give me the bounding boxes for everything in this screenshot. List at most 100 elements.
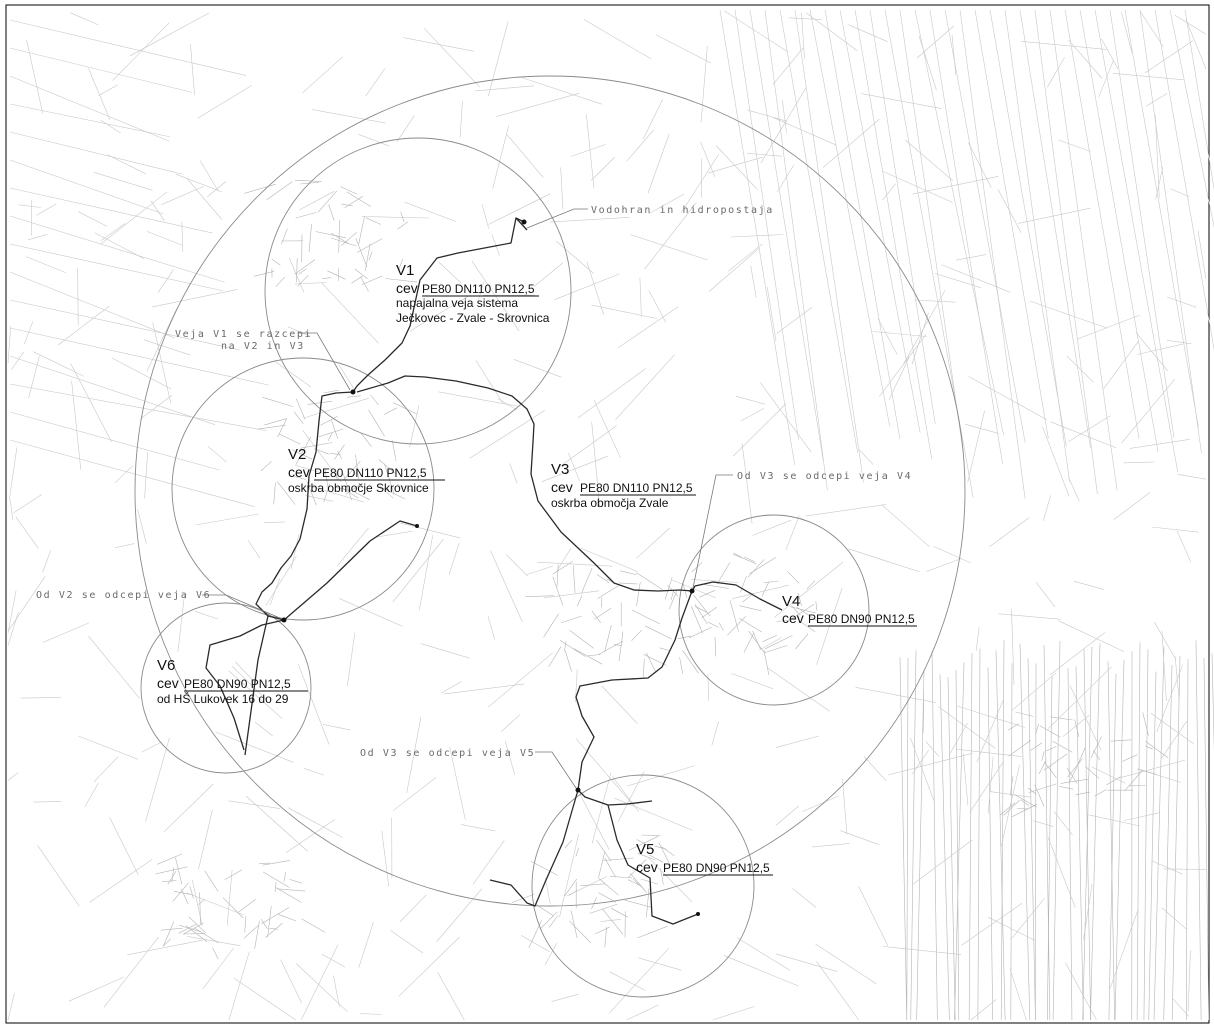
parcel-line bbox=[701, 606, 718, 619]
parcel-line bbox=[1118, 759, 1186, 779]
parcel-line bbox=[1121, 12, 1133, 53]
parcel-line bbox=[295, 436, 312, 465]
pipe-spec: PE80 DN90 PN12,5 bbox=[808, 612, 915, 626]
parcel-line bbox=[759, 637, 782, 651]
parcel-line bbox=[109, 817, 139, 876]
parcel-line bbox=[941, 264, 1011, 293]
parcel-line bbox=[559, 833, 579, 918]
parcel-line bbox=[336, 528, 369, 566]
parcel-line bbox=[655, 34, 712, 64]
parcel-line bbox=[275, 276, 286, 287]
parcel-line bbox=[1028, 783, 1057, 793]
parcel-line bbox=[976, 700, 1004, 763]
parcel-line bbox=[618, 582, 638, 585]
parcel-line bbox=[9, 355, 216, 425]
parcel-line bbox=[321, 953, 346, 968]
parcel-line bbox=[42, 622, 90, 643]
parcel-line bbox=[749, 557, 776, 574]
parcel-line bbox=[632, 878, 645, 890]
parcel-line bbox=[338, 364, 356, 391]
pipe-desc: oskrba območje Skrovnice bbox=[288, 481, 429, 495]
parcel-line bbox=[962, 753, 969, 806]
parcel-line bbox=[591, 772, 612, 844]
parcel-line bbox=[260, 919, 268, 929]
parcel-line bbox=[141, 741, 162, 753]
parcel-line bbox=[1079, 9, 1159, 453]
parcel-line bbox=[1049, 632, 1106, 676]
parcel-line bbox=[1148, 671, 1157, 1021]
parcel-line bbox=[1012, 672, 1057, 711]
parcel-line bbox=[955, 669, 960, 1021]
parcel-line bbox=[161, 186, 204, 205]
parcel-line bbox=[959, 9, 1026, 499]
parcel-line bbox=[691, 579, 739, 583]
parcel-line bbox=[198, 898, 205, 905]
parcel-line bbox=[9, 439, 255, 507]
parcel-line bbox=[636, 839, 652, 848]
parcel-line bbox=[1058, 620, 1125, 652]
parcel-line bbox=[822, 118, 880, 168]
parcel-line bbox=[295, 180, 322, 182]
parcel-line bbox=[448, 542, 460, 575]
parcel-line bbox=[299, 191, 335, 211]
parcel-line bbox=[71, 380, 82, 470]
parcel-line bbox=[699, 590, 716, 598]
parcel-line bbox=[243, 924, 260, 939]
parcel-line bbox=[58, 305, 110, 346]
parcel-line bbox=[103, 936, 159, 1008]
parcel-line bbox=[569, 920, 591, 943]
parcel-line bbox=[355, 238, 368, 268]
parcel-line bbox=[1052, 741, 1073, 753]
parcel-line bbox=[938, 706, 996, 749]
parcel-line bbox=[264, 418, 287, 426]
parcel-line bbox=[346, 395, 361, 398]
parcel-line bbox=[636, 581, 641, 606]
parcel-line bbox=[7, 772, 19, 781]
parcel-line bbox=[322, 724, 351, 731]
parcel-line bbox=[1075, 666, 1084, 1021]
leader-split-v4 bbox=[692, 474, 733, 589]
parcel-line bbox=[449, 746, 466, 820]
parcel-line bbox=[70, 363, 112, 443]
parcel-line bbox=[182, 922, 204, 935]
parcel-line bbox=[957, 749, 1022, 757]
branch-id: V1 bbox=[396, 262, 414, 279]
parcel-line bbox=[848, 548, 920, 572]
parcel-line bbox=[1010, 663, 1013, 1021]
parcel-line bbox=[608, 948, 669, 1014]
parcel-line bbox=[1171, 656, 1181, 1021]
parcel-line bbox=[262, 871, 290, 888]
parcel-line bbox=[400, 211, 405, 222]
parcel-line bbox=[596, 839, 612, 862]
parcel-line bbox=[504, 740, 516, 776]
parcel-line bbox=[1211, 653, 1214, 752]
parcel-line bbox=[628, 859, 647, 878]
parcel-line bbox=[556, 548, 572, 572]
parcel-line bbox=[1033, 820, 1054, 827]
pipe-prefix: cev bbox=[551, 479, 573, 495]
parcel-line bbox=[1034, 784, 1045, 807]
parcel-line bbox=[287, 326, 311, 337]
parcel-line bbox=[437, 972, 465, 1021]
parcel-line bbox=[679, 657, 683, 674]
parcel-line bbox=[708, 247, 760, 292]
parcel-line bbox=[1150, 713, 1194, 745]
parcel-line bbox=[285, 819, 336, 853]
parcel-line bbox=[661, 846, 675, 857]
parcel-line bbox=[577, 368, 646, 419]
parcel-line bbox=[1124, 770, 1143, 792]
parcel-line bbox=[601, 685, 638, 724]
parcel-line bbox=[556, 425, 617, 469]
parcel-line bbox=[228, 800, 281, 809]
parcel-line bbox=[961, 903, 1023, 946]
parcel-line bbox=[7, 993, 15, 1021]
parcel-line bbox=[559, 640, 586, 657]
parcel-line bbox=[580, 547, 638, 572]
parcel-line bbox=[776, 307, 813, 334]
parcel-line bbox=[600, 919, 622, 922]
parcel-line bbox=[905, 139, 954, 182]
parcel-line bbox=[565, 650, 572, 672]
parcel-line bbox=[1015, 711, 1034, 717]
parcel-line bbox=[967, 410, 985, 483]
parcel-line bbox=[1050, 421, 1117, 449]
